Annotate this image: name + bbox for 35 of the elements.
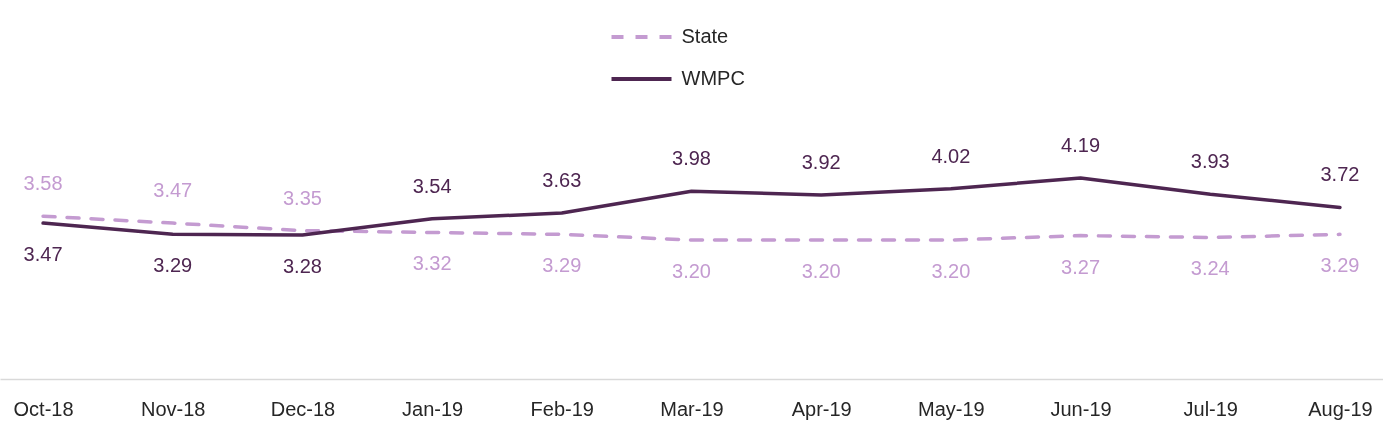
x-tick-label: Feb-19	[530, 397, 594, 420]
data-label: 3.29	[153, 254, 193, 277]
data-label: 3.20	[672, 260, 711, 282]
data-label: 3.58	[23, 172, 63, 195]
data-label: 3.29	[542, 254, 582, 277]
data-label: 3.47	[153, 179, 193, 202]
data-label: 3.98	[672, 147, 711, 170]
x-tick-label: Aug-19	[1308, 397, 1373, 420]
x-tick-label: Jul-19	[1183, 397, 1238, 420]
data-label: 3.20	[931, 260, 971, 282]
data-label: 3.29	[1320, 254, 1360, 277]
x-tick-label: Mar-19	[660, 397, 724, 420]
data-label: 3.63	[542, 169, 582, 192]
data-label: 3.20	[801, 260, 841, 282]
x-tick-label: Jun-19	[1050, 397, 1112, 420]
x-tick-label: Apr-19	[791, 397, 852, 420]
x-tick-label: Jan-19	[402, 397, 464, 420]
x-tick-label: Oct-18	[13, 397, 74, 420]
data-label: 4.19	[1061, 134, 1101, 156]
data-label: 3.28	[282, 254, 322, 277]
data-label: 3.24	[1190, 257, 1230, 280]
data-label: 4.02	[931, 144, 971, 167]
x-tick-label: Nov-18	[141, 397, 206, 420]
data-label: 3.32	[412, 252, 452, 275]
x-tick-label: Dec-18	[270, 397, 336, 420]
data-label: 3.27	[1061, 255, 1101, 278]
data-label: 3.54	[412, 174, 452, 197]
data-label: 3.47	[23, 243, 63, 266]
data-label: 3.72	[1320, 163, 1360, 186]
legend-label: State	[681, 25, 729, 47]
data-label: 3.93	[1190, 150, 1230, 173]
data-label: 3.92	[801, 150, 841, 173]
x-tick-label: May-19	[918, 397, 985, 420]
data-label: 3.35	[282, 186, 322, 209]
legend-label: WMPC	[681, 67, 745, 89]
